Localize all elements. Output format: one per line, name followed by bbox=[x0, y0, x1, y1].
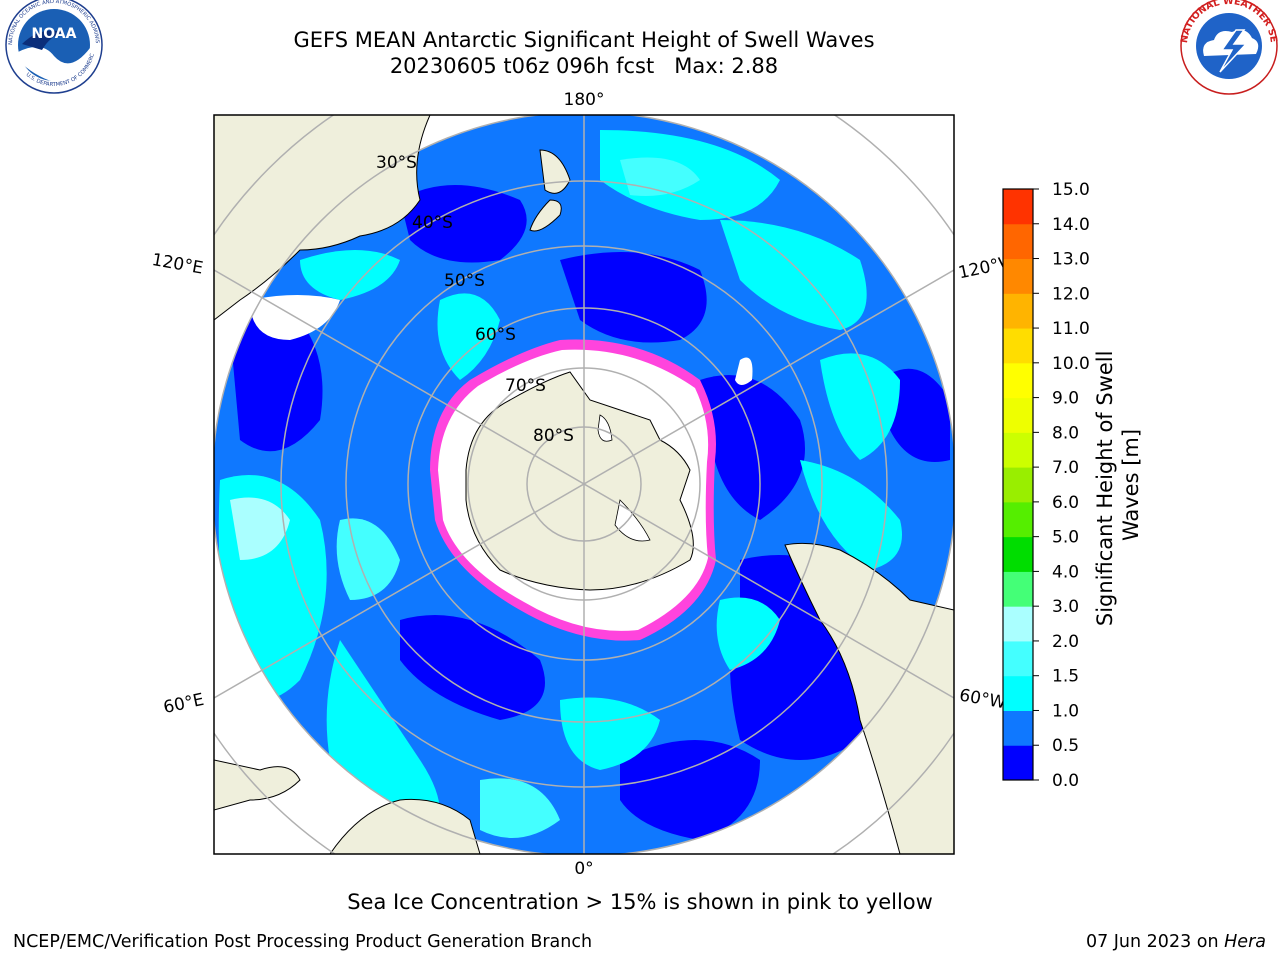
colorbar-swatch bbox=[1003, 675, 1033, 711]
chart-subtitle: 20230605 t06z 096h fcst Max: 2.88 bbox=[389, 54, 779, 78]
sea-ice-caption: Sea Ice Concentration > 15% is shown in … bbox=[347, 890, 933, 914]
colorbar-swatch bbox=[1003, 189, 1033, 225]
colorbar-swatch bbox=[1003, 467, 1033, 503]
colorbar-swatch bbox=[1003, 745, 1033, 781]
colorbar-tick-label: 11.0 bbox=[1052, 319, 1090, 339]
map-area: 30°S 40°S 50°S 60°S 70°S 80°S bbox=[214, 115, 954, 854]
nws-ring-text: NATIONAL WEATHER SERVICE bbox=[0, 0, 1279, 44]
footer-date: 07 Jun 2023 on Hera bbox=[1086, 932, 1266, 952]
colorbar-swatch bbox=[1003, 536, 1033, 572]
colorbar-tick-label: 13.0 bbox=[1052, 250, 1090, 270]
colorbar-tick-label: 14.0 bbox=[1052, 215, 1090, 235]
latitude-labels: 30°S 40°S 50°S 60°S 70°S 80°S bbox=[376, 153, 574, 446]
lon-label-180: 180° bbox=[564, 90, 605, 110]
colorbar-swatch bbox=[1003, 258, 1033, 294]
colorbar-tick-label: 0.5 bbox=[1052, 736, 1079, 756]
lat-label-80s: 80°S bbox=[533, 426, 574, 446]
colorbar-swatch bbox=[1003, 606, 1033, 642]
colorbar-tick-label: 6.0 bbox=[1052, 493, 1079, 513]
footer-host: Hera bbox=[1224, 932, 1266, 952]
lon-label-0: 0° bbox=[574, 859, 593, 879]
lon-label-60w: 60°W bbox=[958, 686, 1008, 714]
colorbar-swatch bbox=[1003, 328, 1033, 364]
colorbar-tick-label: 3.0 bbox=[1052, 597, 1079, 617]
colorbar-tick-label: 0.0 bbox=[1052, 771, 1079, 791]
colorbar-tick-label: 1.0 bbox=[1052, 701, 1079, 721]
lat-label-70s: 70°S bbox=[505, 376, 546, 396]
colorbar-tick-label: 10.0 bbox=[1052, 354, 1090, 374]
footer-date-text: 07 Jun 2023 on bbox=[1085, 932, 1225, 952]
colorbar-swatch bbox=[1003, 571, 1033, 607]
svg-text:NATIONAL WEATHER SERVICE: NATIONAL WEATHER SERVICE bbox=[0, 0, 1279, 44]
colorbar-tick-label: 12.0 bbox=[1052, 284, 1090, 304]
footer-branch: NCEP/EMC/Verification Post Processing Pr… bbox=[13, 932, 593, 952]
colorbar-swatch bbox=[1003, 501, 1033, 538]
lon-label-60e: 60°E bbox=[162, 690, 206, 718]
colorbar-swatch bbox=[1003, 640, 1033, 677]
colorbar-swatch bbox=[1003, 397, 1033, 433]
lat-label-40s: 40°S bbox=[412, 213, 453, 233]
lat-label-50s: 50°S bbox=[444, 271, 485, 291]
colorbar-swatch bbox=[1003, 293, 1033, 329]
colorbar-tick-label: 9.0 bbox=[1052, 389, 1079, 409]
land-masses bbox=[214, 115, 954, 854]
lon-label-120e: 120°E bbox=[150, 250, 204, 279]
colorbar-tick-label: 4.0 bbox=[1052, 562, 1079, 582]
colorbar-swatch bbox=[1003, 223, 1033, 260]
lat-label-60s: 60°S bbox=[475, 325, 516, 345]
colorbar-swatch bbox=[1003, 362, 1033, 399]
nws-logo: NATIONAL WEATHER SERVICE bbox=[0, 0, 1279, 95]
lat-label-30s: 30°S bbox=[376, 153, 417, 173]
colorbar-tick-label: 1.5 bbox=[1052, 667, 1079, 687]
map-frame bbox=[213, 114, 955, 855]
noaa-logo: NOAA NATIONAL OCEANIC AND ATMOSPHERIC AD… bbox=[0, 0, 103, 94]
colorbar: 0.0 0.5 1.0 1.5 2.0 3.0 4.0 5.0 6.0 7.0 8.0 9.0 10.0… bbox=[1002, 180, 1143, 791]
colorbar-tick-label: 8.0 bbox=[1052, 423, 1079, 443]
colorbar-swatch bbox=[1003, 432, 1033, 468]
colorbar-tick-label: 5.0 bbox=[1052, 528, 1079, 548]
colorbar-label: Significant Height of Swell Waves [m] bbox=[1093, 344, 1143, 626]
chart-title: GEFS MEAN Antarctic Significant Height o… bbox=[293, 28, 875, 52]
colorbar-swatch bbox=[1003, 710, 1033, 746]
colorbar-tick-label: 7.0 bbox=[1052, 458, 1079, 478]
colorbar-tick-label: 15.0 bbox=[1052, 180, 1090, 200]
graticule bbox=[214, 115, 954, 854]
colorbar-tick-label: 2.0 bbox=[1052, 632, 1079, 652]
colorbar-frame bbox=[1002, 188, 1034, 781]
noaa-logo-text: NOAA bbox=[32, 26, 77, 42]
